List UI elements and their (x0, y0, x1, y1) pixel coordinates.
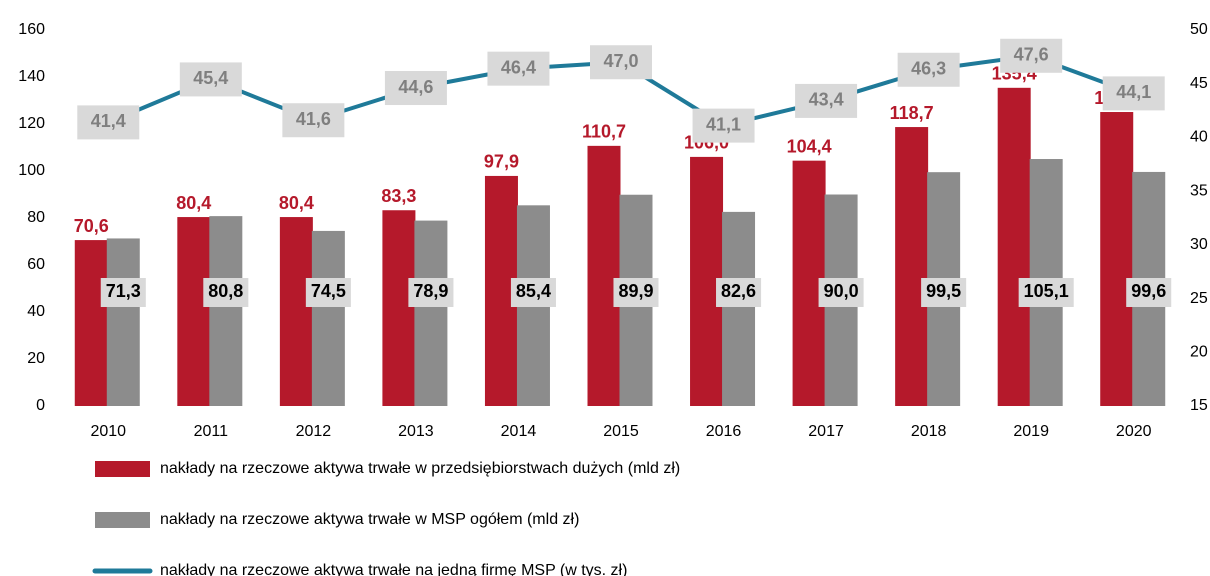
x-tick-label: 2014 (501, 423, 537, 440)
bar (587, 145, 621, 407)
value-label: 89,9 (618, 281, 653, 301)
value-label: 44,1 (1116, 82, 1151, 102)
value-label: 85,4 (516, 281, 551, 301)
value-label-box (897, 52, 960, 87)
value-label: 47,0 (603, 51, 638, 71)
legend-label: nakłady na rzeczowe aktywa trwałe w prze… (160, 460, 680, 477)
value-label: 110,7 (582, 122, 626, 142)
bar (177, 217, 211, 406)
value-label: 70,6 (74, 216, 109, 236)
value-label-box (305, 278, 351, 307)
y2-tick-label: 30 (1190, 236, 1208, 253)
legend-label: nakłady na rzeczowe aktywa trwałe w MSP … (160, 511, 579, 528)
y2-tick-label: 15 (1190, 397, 1208, 414)
x-tick-label: 2015 (603, 423, 639, 440)
y-tick-label: 120 (18, 115, 45, 132)
value-label-box (590, 45, 652, 80)
x-tick-label: 2017 (808, 423, 844, 440)
value-label: 99,6 (1131, 281, 1166, 301)
value-label: 43,4 (809, 90, 844, 110)
value-label: 46,3 (911, 58, 946, 78)
value-label-box (1102, 76, 1165, 111)
x-tick-label: 2019 (1013, 423, 1049, 440)
value-label-box (282, 103, 345, 138)
x-tick-label: 2013 (398, 423, 434, 440)
bar (279, 217, 313, 406)
y2-tick-label: 25 (1190, 290, 1208, 307)
x-tick-label: 2020 (1116, 423, 1152, 440)
legend-swatch (95, 461, 150, 477)
x-tick-label: 2018 (911, 423, 947, 440)
value-label-box (203, 278, 249, 307)
value-label: 90,0 (824, 281, 859, 301)
x-tick-label: 2011 (194, 423, 229, 440)
bar (382, 210, 416, 406)
value-label-box (692, 108, 755, 143)
value-label: 104,4 (787, 136, 832, 156)
value-label-box (1000, 38, 1063, 73)
value-label-box (1126, 278, 1172, 307)
value-label: 80,4 (279, 193, 314, 213)
value-label-box (795, 83, 858, 118)
bar (311, 230, 345, 406)
value-label: 41,1 (706, 114, 741, 134)
y-tick-label: 80 (27, 209, 45, 226)
value-label: 41,6 (296, 109, 331, 129)
bar (414, 220, 448, 406)
value-label-box (100, 278, 146, 307)
y2-tick-label: 50 (1190, 21, 1208, 38)
bar (722, 211, 756, 406)
bar (895, 127, 929, 407)
value-label: 80,4 (176, 193, 211, 213)
y-tick-label: 100 (18, 162, 45, 179)
y-tick-label: 60 (27, 256, 45, 273)
legend-swatch (95, 512, 150, 528)
bar (1100, 112, 1134, 406)
x-tick-label: 2016 (706, 423, 742, 440)
value-label-box (384, 71, 447, 106)
y-tick-label: 40 (27, 303, 45, 320)
value-label: 74,5 (311, 281, 346, 301)
value-label-box (818, 278, 864, 307)
value-label: 99,5 (926, 281, 961, 301)
value-label: 71,3 (106, 281, 141, 301)
y2-tick-label: 40 (1190, 129, 1208, 146)
y2-tick-label: 35 (1190, 182, 1208, 199)
value-label: 83,3 (381, 186, 416, 206)
bar (74, 240, 108, 406)
bar (997, 87, 1031, 406)
y-tick-label: 20 (27, 350, 45, 367)
value-label: 78,9 (413, 281, 448, 301)
value-label: 105,1 (1024, 281, 1069, 301)
value-label: 97,9 (484, 152, 519, 172)
value-label: 118,7 (890, 103, 934, 123)
value-label-box (921, 278, 967, 307)
x-tick-label: 2010 (90, 423, 126, 440)
value-label-box (613, 278, 659, 307)
value-label-box (77, 105, 140, 140)
value-label-box (408, 278, 454, 307)
value-label-box (487, 51, 550, 86)
value-label: 41,4 (91, 111, 126, 131)
value-label: 82,6 (721, 281, 756, 301)
y-tick-label: 160 (18, 21, 45, 38)
value-label-box (510, 278, 556, 307)
bar (106, 238, 140, 406)
value-label-box (1018, 278, 1074, 307)
value-label: 46,4 (501, 57, 536, 77)
y2-tick-label: 20 (1190, 344, 1208, 361)
legend-label: nakłady na rzeczowe aktywa trwałe na jed… (160, 562, 627, 576)
value-label: 80,8 (208, 281, 243, 301)
x-tick-label: 2012 (296, 423, 332, 440)
value-label-box (179, 62, 242, 97)
bar (209, 216, 243, 406)
y-tick-label: 140 (18, 68, 45, 85)
value-label: 47,6 (1014, 45, 1049, 65)
y-tick-label: 0 (36, 397, 45, 414)
value-label-box (716, 278, 762, 307)
y2-tick-label: 45 (1190, 75, 1208, 92)
value-label: 45,4 (193, 68, 228, 88)
value-label: 44,6 (398, 77, 433, 97)
